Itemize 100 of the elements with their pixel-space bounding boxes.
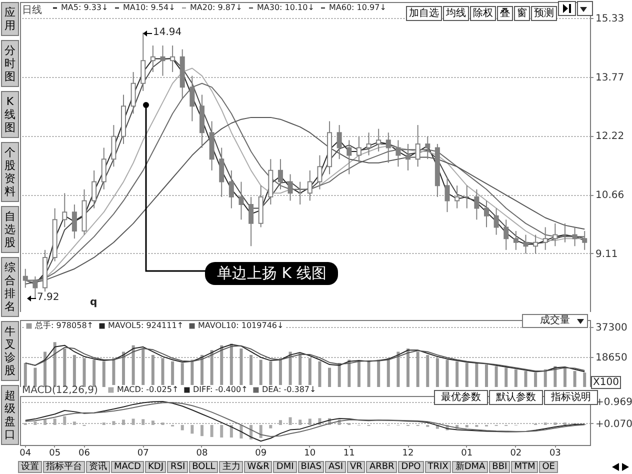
annotation: 窗 [514,6,530,21]
y-tick-label: 12.22 [596,131,624,142]
x-tick-label: 03 [549,448,561,458]
bar [53,418,56,425]
bar [446,360,449,387]
x-tick-label: 04 [20,448,32,458]
bar [504,368,508,387]
legend-label: MA5: 9.33↓ [61,3,108,12]
annotation: 除权 [470,6,496,21]
legend-label: MAVOL10: 1019746↓ [198,321,284,330]
dropdown-field: 成交量 [522,314,588,328]
candlestick [170,45,176,73]
y-tick-label: +0.969 [596,397,632,408]
legend-label: MACD: -0.025↑ [116,385,179,394]
x-tick-label: 12 [402,448,414,458]
bar [386,358,390,387]
bar [475,362,478,387]
x-tick-label: 01 [461,448,473,458]
y-tick-label: 13.77 [596,72,624,84]
bar [92,360,96,387]
bar [514,369,518,387]
bar [367,361,370,387]
candlestick [542,226,548,250]
text: K线图 [1,91,19,138]
bar [171,361,174,387]
annotation: 均线 [443,6,469,21]
text: TRIX [424,461,452,473]
annotation: q [90,297,98,308]
text: BOLL [189,461,218,473]
y-axis-title: X100 [591,376,621,389]
x-tick-label: 07 [137,448,149,458]
bar [465,424,468,428]
bar [259,424,262,438]
bar [132,418,135,425]
bar [357,361,360,387]
x-tick-label: 09 [255,448,267,458]
y-tick-label: +0.070 [596,418,632,430]
text: VR [347,461,366,473]
bar [220,424,224,438]
x-tick-label: 06 [78,448,90,458]
x-tick-label: 10 [304,448,316,458]
annotation: 叠 [497,6,513,21]
candlestick [504,219,509,250]
bar [161,358,164,387]
text: 应用 [1,2,19,36]
x-tick-label: 02 [510,448,522,458]
bar [583,372,586,387]
text: W&R [244,461,272,473]
bar [524,370,528,387]
bar [112,421,116,425]
candlestick [346,140,352,175]
annotation: 14.94 [153,27,182,38]
text: MACD [111,461,144,473]
candlestick [278,158,283,190]
y-tick-label: 18650 [596,352,628,364]
legend-label: 总手: 978058↑ [34,321,94,330]
bar [269,361,272,387]
candlestick [572,226,578,247]
text: 个股资料 [1,142,19,202]
bar [563,368,566,387]
candlestick [101,147,106,190]
candlestick [484,200,489,228]
bar [406,348,410,387]
bar [308,418,312,425]
text: MTM [511,461,538,473]
bar [230,344,233,387]
x-tick-label: 11 [343,448,355,458]
bar [436,358,439,387]
bar [456,361,459,387]
annotation: 默认参数 [489,390,543,405]
y-tick-label: 9.11 [596,248,618,260]
bar [200,424,204,436]
text: 设置 [18,461,42,473]
candlestick [72,204,77,240]
bar [298,420,302,425]
text: 综合排名 [1,257,19,317]
bar [338,362,341,387]
legend-label: DEA: -0.387↓ [262,385,316,394]
y-tick-label: 15.33 [596,13,624,24]
bar [426,354,430,387]
text: ARBR [366,461,398,473]
candlestick [406,143,411,171]
bar [318,361,322,387]
candlestick [22,268,28,288]
bar [534,372,538,387]
candlestick [494,208,499,236]
y-tick-label: 37300 [596,322,628,334]
bar [259,360,262,387]
y-tick-label: 10.66 [596,190,624,202]
bar [269,424,272,428]
bar [494,366,498,387]
legend-label: MA30: 10.10↓ [257,3,314,12]
chart-title: 日线 [22,4,42,17]
text: 分时图 [1,40,19,87]
text: DPO [398,461,424,473]
x-tick-label: 05 [49,448,61,458]
text: 自选股 [1,206,19,253]
annotation: 单边上扬 K 线图 [205,262,338,285]
annotation: 指标说明 [551,392,591,403]
text: 新DMA [452,461,488,473]
